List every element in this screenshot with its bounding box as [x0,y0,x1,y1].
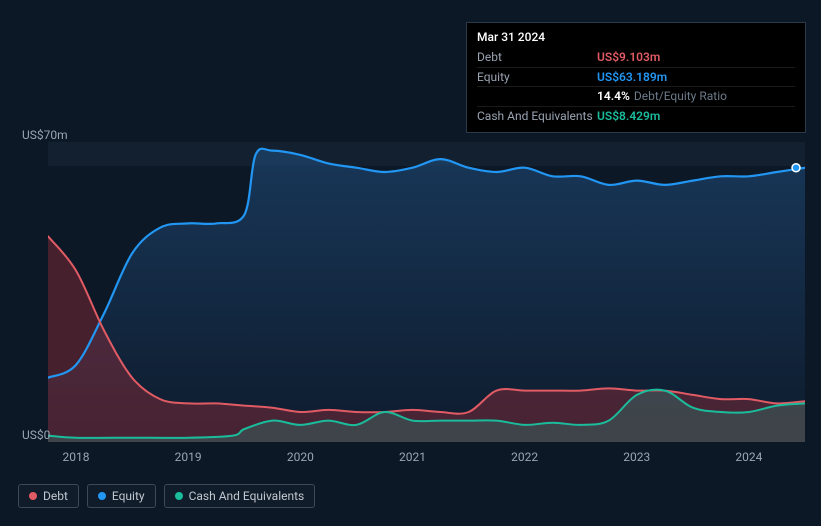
legend-swatch-icon [29,492,37,500]
tooltip-row: 14.4%Debt/Equity Ratio [477,87,795,107]
x-axis-label: 2019 [175,450,202,464]
tooltip-row: EquityUS$63.189m [477,68,795,88]
chart-legend: Debt Equity Cash And Equivalents [18,484,315,508]
legend-label: Cash And Equivalents [189,489,305,503]
tooltip-value: US$63.189m [597,69,667,86]
x-axis-label: 2021 [399,450,426,464]
x-axis-label: 2018 [63,450,90,464]
tooltip-row: Cash And EquivalentsUS$8.429m [477,107,795,126]
x-axis-label: 2024 [735,450,762,464]
debt-equity-chart [48,142,805,442]
tooltip-row: DebtUS$9.103m [477,48,795,68]
chart-svg [48,142,805,442]
legend-item-equity[interactable]: Equity [87,484,156,508]
tooltip-value: US$9.103m [597,49,660,66]
legend-swatch-icon [98,492,106,500]
legend-swatch-icon [175,492,183,500]
x-axis-label: 2023 [623,450,650,464]
tooltip-value: US$8.429m [597,108,660,125]
legend-label: Equity [112,489,145,503]
x-axis-label: 2020 [287,450,314,464]
legend-label: Debt [43,489,68,503]
tooltip-value: 14.4%Debt/Equity Ratio [597,88,727,105]
y-axis-label: US$0 [22,428,50,442]
series-end-marker [792,164,800,172]
legend-item-debt[interactable]: Debt [18,484,79,508]
tooltip-label: Debt [477,49,597,66]
x-axis-label: 2022 [511,450,538,464]
legend-item-cash-and-equivalents[interactable]: Cash And Equivalents [164,484,316,508]
y-axis-label: US$70m [22,128,68,142]
tooltip-label: Equity [477,69,597,86]
tooltip-date: Mar 31 2024 [477,29,795,46]
chart-tooltip: Mar 31 2024DebtUS$9.103mEquityUS$63.189m… [466,22,806,133]
tooltip-label: Cash And Equivalents [477,108,597,125]
